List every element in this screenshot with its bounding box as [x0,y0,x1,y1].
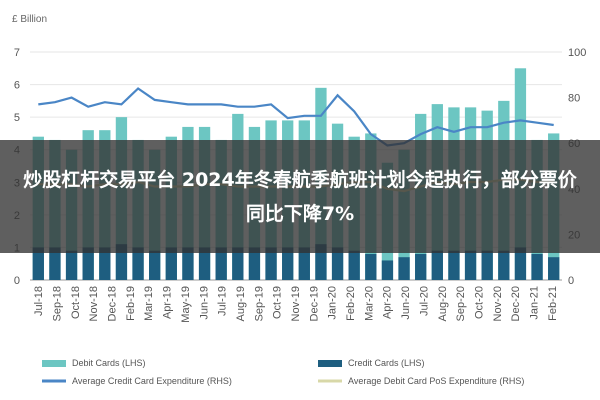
avg-credit-expenditure-line [38,87,554,147]
credit-cards-bar [65,250,78,280]
credit-cards-bar [198,247,211,280]
x-axis-tick-label: Mar-19 [143,286,155,321]
x-axis-tick-label: Feb-21 [547,286,559,321]
x-axis-tick-label: Jul-20 [418,286,430,316]
right-axis-tick-label: 80 [568,93,580,105]
x-axis-tick-label: Aug-19 [235,286,247,321]
credit-cards-bar [348,250,360,280]
legend-label: Credit Cards (LHS) [348,358,425,368]
left-axis-tick-label: 6 [14,80,20,92]
left-axis-unit: £ Billion [12,14,47,25]
credit-cards-bar [49,247,61,280]
x-axis-tick-label: May-19 [180,286,192,323]
x-axis-tick-label: Jun-20 [400,286,412,320]
credit-cards-bar [282,247,294,280]
credit-cards-bar [415,253,427,280]
credit-cards-bar [132,247,144,280]
credit-cards-bar [365,253,377,280]
credit-cards-bar [448,250,460,280]
credit-cards-bar [215,247,227,280]
left-axis-tick-label: 5 [14,112,20,124]
credit-cards-bar [431,250,443,280]
legend-swatch [318,360,342,367]
credit-cards-bar [531,253,543,280]
credit-cards-bar [165,247,177,280]
x-axis-tick-label: Sep-18 [52,286,64,321]
legend-label: Average Debit Card PoS Expenditure (RHS) [348,376,524,386]
legend-label: Average Credit Card Expenditure (RHS) [72,376,232,386]
credit-cards-bar [514,247,527,280]
right-axis-tick-label: 100 [568,47,586,59]
x-axis-tick-label: Apr-19 [162,286,174,319]
headline-text: 炒股杠杆交易平台 2024年冬春航季航班计划今起执行，部分票价同比下降7% [23,168,577,225]
credit-cards-bar [464,250,477,280]
x-axis-tick-label: Jan-20 [327,286,339,320]
x-axis-tick-label: Feb-19 [125,286,137,321]
credit-cards-bar [182,247,194,280]
legend-label: Debit Cards (LHS) [72,358,146,368]
right-axis-tick-label: 0 [568,275,574,287]
credit-cards-bar [298,247,310,280]
credit-cards-bar [248,247,261,280]
headline-banner: 炒股杠杆交易平台 2024年冬春航季航班计划今起执行，部分票价同比下降7% [0,140,600,253]
credit-cards-bar [115,244,128,280]
x-axis-tick-label: Dec-19 [308,286,320,321]
x-axis-tick-label: Jan-21 [528,286,540,320]
credit-cards-bar [99,247,111,280]
x-axis-tick-label: Nov-18 [88,286,100,321]
x-axis-tick-label: Apr-20 [382,286,394,319]
x-axis-tick-label: Sep-20 [455,286,467,321]
left-axis-tick-label: 7 [14,47,20,59]
x-axis-tick-label: Jul-18 [33,286,45,316]
credit-cards-bar [481,250,493,280]
credit-cards-bar [82,247,94,280]
x-axis-tick-label: Mar-20 [363,286,375,321]
credit-cards-bar [548,257,560,280]
credit-cards-bar [315,244,327,280]
credit-cards-bar [498,250,510,280]
x-axis-tick-label: Oct-19 [272,286,284,319]
credit-cards-bar [32,247,44,280]
credit-cards-bar [149,250,161,280]
left-axis-tick-label: 0 [14,275,20,287]
x-axis-tick-label: Aug-20 [437,286,449,321]
credit-cards-bar [381,260,394,280]
x-axis-tick-label: Oct-20 [473,286,485,319]
x-axis-tick-label: Nov-19 [290,286,302,321]
x-axis-tick-label: Dec-20 [510,286,522,321]
x-axis-tick-label: Feb-20 [345,286,357,321]
x-axis-tick-label: Jul-19 [217,286,229,316]
x-axis-tick-label: Nov-20 [492,286,504,321]
credit-cards-bar [398,257,410,280]
legend-swatch [42,360,66,367]
x-axis-tick-label: Oct-18 [70,286,82,319]
credit-cards-bar [232,247,244,280]
credit-cards-bar [331,247,344,280]
credit-cards-bar [265,247,277,280]
x-axis-tick-label: Dec-18 [107,286,119,321]
x-axis-tick-label: Jun-19 [198,286,210,320]
x-axis-tick-label: Sep-19 [253,286,265,321]
